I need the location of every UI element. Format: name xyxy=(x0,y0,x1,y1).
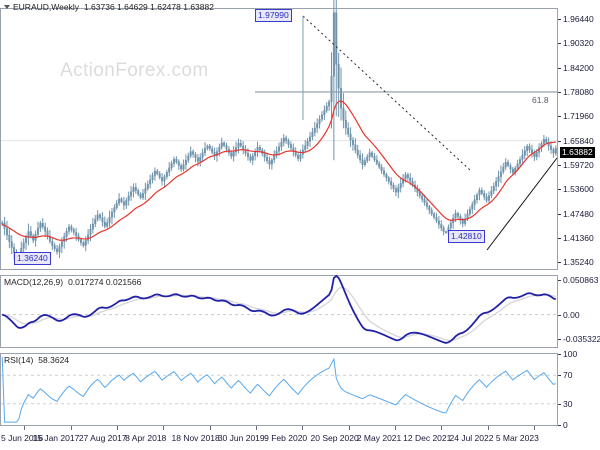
date-label: 9 Feb 2020 xyxy=(264,433,308,443)
date-tick xyxy=(348,426,350,430)
date-tick xyxy=(255,426,257,430)
date-label: 5 Jun 2016 xyxy=(1,433,44,443)
date-tick xyxy=(209,426,211,430)
rsi-panel[interactable] xyxy=(0,353,558,426)
date-label: 15 Jan 2017 xyxy=(32,433,80,443)
rsi-axis-tick xyxy=(558,375,561,377)
rsi-axis-label: 0 xyxy=(563,420,568,430)
fib-618-label: 61.8 xyxy=(532,95,549,105)
date-label: 27 Aug 2017 xyxy=(78,433,127,443)
rsi-panel-title: RSI(14) 58.3624 xyxy=(4,355,69,365)
date-tick xyxy=(116,426,118,430)
rsi-axis-label: 70 xyxy=(563,370,573,381)
price-panel-title: EURAUD,Weekly 1.63736 1.64629 1.62478 1.6… xyxy=(4,2,214,12)
swing-low-2021-label[interactable]: 1.42810 xyxy=(448,230,485,243)
date-tick xyxy=(302,426,304,430)
rsi-axis-tick xyxy=(558,354,561,355)
macd-axis-label: 0.050863 xyxy=(563,275,599,286)
rsi-axis-tick xyxy=(558,403,561,405)
price-axis-label: 1.35240 xyxy=(563,257,594,268)
macd-panel-title: MACD(12,26,9) 0.017274 0.021566 xyxy=(4,277,141,287)
date-tick xyxy=(487,426,489,430)
swing-high-label[interactable]: 1.97990 xyxy=(255,9,292,22)
macd-axis-tick xyxy=(558,314,561,316)
macd-label: MACD(12,26,9) xyxy=(4,277,64,287)
rsi-axis-label: 100 xyxy=(563,349,578,359)
date-label: 24 Jul 2022 xyxy=(449,433,494,443)
price-axis-label: 1.41360 xyxy=(563,233,594,244)
price-axis-tick xyxy=(558,262,561,264)
watermark: ActionForex.com xyxy=(60,60,209,81)
price-axis-label: 1.47480 xyxy=(563,208,594,219)
date-label: 12 Dec 2021 xyxy=(403,433,452,443)
price-axis-tick xyxy=(558,213,561,215)
date-tick xyxy=(394,426,396,430)
macd-values: 0.017274 0.021566 xyxy=(68,277,142,287)
date-tick xyxy=(163,426,165,430)
date-tick xyxy=(441,426,443,430)
date-tick xyxy=(533,426,535,430)
price-axis-label: 1.71960 xyxy=(563,111,594,122)
date-tick xyxy=(24,426,26,430)
triangle-down-icon[interactable] xyxy=(4,5,10,9)
price-axis-label: 1.53600 xyxy=(563,184,594,195)
rsi-values: 58.3624 xyxy=(38,355,70,365)
macd-axis-tick xyxy=(558,338,561,340)
ohlc-values: 1.63736 1.64629 1.62478 1.63882 xyxy=(83,2,214,12)
price-axis-tick xyxy=(558,238,561,240)
rsi-label: RSI(14) xyxy=(4,355,34,365)
date-label: 8 Apr 2018 xyxy=(125,433,167,443)
price-axis-tick xyxy=(558,91,561,93)
rsi-axis-label: 30 xyxy=(563,398,573,409)
price-axis-tick xyxy=(558,189,561,191)
price-axis-label: 1.65840 xyxy=(563,135,594,146)
price-axis-label: 1.78080 xyxy=(563,86,594,97)
symbol-label: EURAUD,Weekly xyxy=(13,2,79,12)
date-tick xyxy=(70,426,72,430)
current-price-tag: 1.63882 xyxy=(560,147,595,158)
price-axis-tick xyxy=(558,165,561,166)
price-axis-label: 1.90320 xyxy=(563,38,594,49)
macd-axis-label: -0.035322 xyxy=(563,333,600,344)
price-axis-tick xyxy=(558,67,561,69)
rsi-axis-tick xyxy=(558,425,561,426)
price-axis-label: 1.84200 xyxy=(563,62,594,73)
date-label: 2 May 2021 xyxy=(356,433,402,443)
price-axis-tick xyxy=(558,140,561,142)
date-label: 30 Jun 2019 xyxy=(217,433,265,443)
macd-axis-tick xyxy=(558,280,561,282)
date-label: 18 Nov 2018 xyxy=(171,433,220,443)
date-label: 5 Mar 2023 xyxy=(495,433,539,443)
swing-low-left-label[interactable]: 1.36240 xyxy=(14,252,51,265)
price-axis-label: 1.59720 xyxy=(563,160,594,170)
date-label: 20 Sep 2020 xyxy=(310,433,359,443)
price-axis-tick xyxy=(558,43,561,45)
macd-axis-label: 0.00 xyxy=(563,309,580,320)
price-axis-tick xyxy=(558,18,561,20)
price-axis-label: 1.96440 xyxy=(563,13,594,24)
price-axis-tick xyxy=(558,116,561,118)
